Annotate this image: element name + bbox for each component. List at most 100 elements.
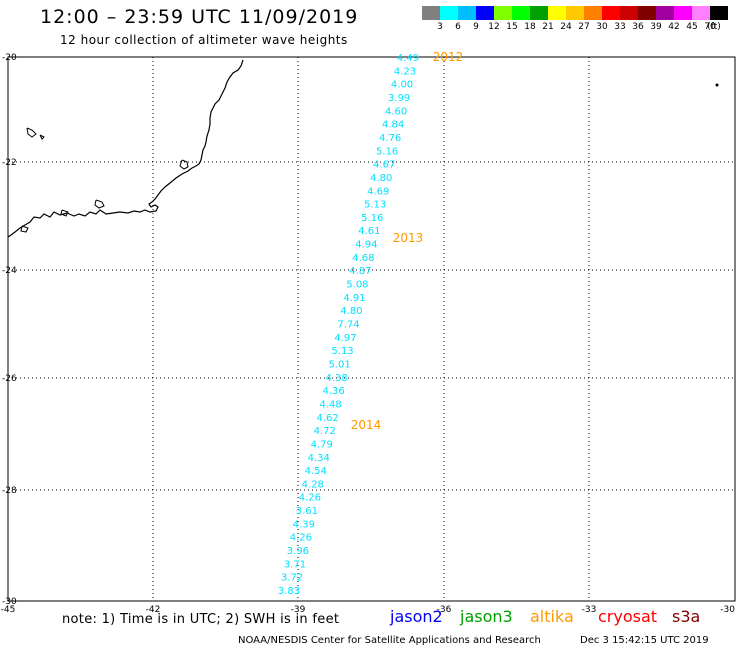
- legend-label: 33: [614, 22, 626, 32]
- satellite-label-jason2: jason2: [390, 607, 443, 626]
- island: [179, 159, 189, 170]
- legend-label: 45: [686, 22, 698, 32]
- legend-swatch: [512, 6, 530, 20]
- legend-swatch: [422, 6, 440, 20]
- legend-swatch: [530, 6, 548, 20]
- island: [26, 127, 37, 138]
- wave-height-value: 4.38: [325, 373, 347, 384]
- legend-label: 39: [650, 22, 662, 32]
- legend-label: 42: [668, 22, 680, 32]
- wave-height-value: 4.00: [391, 80, 413, 91]
- latitude-label: -28: [2, 486, 17, 496]
- longitude-label: -42: [146, 605, 161, 615]
- longitude-label: -30: [720, 605, 735, 615]
- wave-height-value: 4.84: [382, 120, 404, 131]
- wave-height-value: 5.13: [331, 346, 353, 357]
- wave-height-value: 4.34: [308, 453, 330, 464]
- wave-height-value: 3.99: [388, 93, 410, 104]
- wave-height-value: 7.74: [337, 320, 359, 331]
- wave-height-value: 3.83: [278, 586, 300, 597]
- wave-height-value: 4.94: [355, 240, 377, 251]
- generation-timestamp: Dec 3 15:42:15 UTC 2019: [580, 635, 709, 646]
- wave-height-value: 4.62: [317, 413, 339, 424]
- wave-height-value: 4.80: [370, 173, 392, 184]
- time-label: 2014: [351, 418, 382, 432]
- satellite-label-cryosat: cryosat: [598, 607, 658, 626]
- wave-height-value: 4.76: [379, 133, 401, 144]
- wave-height-value: 3.61: [296, 506, 318, 517]
- wave-height-value: 5.16: [361, 213, 383, 224]
- wave-height-value: 4.72: [314, 426, 336, 437]
- wave-height-value: 5.01: [328, 359, 350, 370]
- wave-height-value: 4.48: [320, 399, 342, 410]
- legend-label: 18: [524, 22, 536, 32]
- wave-height-value: 4.79: [311, 439, 333, 450]
- legend-label: 6: [455, 22, 461, 32]
- longitude-label: -33: [582, 605, 597, 615]
- legend-label: 27: [578, 22, 590, 32]
- island: [94, 199, 105, 209]
- legend-swatch: [494, 6, 512, 20]
- color-scale-labels: 3 6 9 12 15 18 21 24 27 30 33 36 39 42 45 70 (ft): [422, 22, 740, 34]
- wave-height-value: 4.26: [290, 533, 312, 544]
- legend-label: (ft): [707, 22, 721, 32]
- wave-height-value: 4.28: [302, 479, 324, 490]
- wave-height-value: 4.87: [349, 266, 371, 277]
- island: [20, 225, 29, 233]
- satellite-label-jason3: jason3: [460, 607, 513, 626]
- time-label: 2013: [393, 231, 424, 245]
- wave-height-value: 4.91: [343, 293, 365, 304]
- legend-swatch: [620, 6, 638, 20]
- wave-height-value: 4.69: [367, 186, 389, 197]
- footnote: note: 1) Time is in UTC; 2) SWH is in fe…: [62, 612, 340, 627]
- wave-height-value: 4.36: [322, 386, 344, 397]
- coastline: [7, 59, 244, 238]
- legend-label: 30: [596, 22, 608, 32]
- legend-swatch: [602, 6, 620, 20]
- map-frame: [7, 56, 736, 602]
- latitude-label: -24: [2, 266, 17, 276]
- wave-height-value: 4.97: [334, 333, 356, 344]
- legend-swatch: [548, 6, 566, 20]
- legend-label: 24: [560, 22, 572, 32]
- legend-swatch: [692, 6, 710, 20]
- wave-height-value: 4.54: [305, 466, 327, 477]
- legend-label: 9: [473, 22, 479, 32]
- longitude-label: -36: [437, 605, 452, 615]
- latitude-label: -26: [2, 374, 17, 384]
- wave-height-value: 3.72: [281, 573, 303, 584]
- legend-label: 3: [437, 22, 443, 32]
- legend-swatch: [476, 6, 494, 20]
- legend-label: 36: [632, 22, 644, 32]
- wave-height-value: 4.68: [352, 253, 374, 264]
- wave-height-value: 4.80: [340, 306, 362, 317]
- wave-height-value: 3.71: [284, 559, 306, 570]
- legend-swatch: [710, 6, 728, 20]
- time-label: 2012: [433, 50, 464, 64]
- wave-height-value: 5.13: [364, 200, 386, 211]
- wave-height-value: 4.49: [397, 53, 419, 64]
- legend-label: 12: [488, 22, 500, 32]
- wave-height-value: 4.61: [358, 226, 380, 237]
- legend-label: 21: [542, 22, 554, 32]
- wave-height-value: 3.96: [287, 546, 309, 557]
- wave-height-value: 4.26: [299, 493, 321, 504]
- latitude-label: -20: [2, 53, 17, 63]
- legend-swatch: [656, 6, 674, 20]
- longitude-label: -45: [1, 605, 16, 615]
- map-title: 12:00 – 23:59 UTC 11/09/2019: [40, 6, 359, 28]
- agency-credit: NOAA/NESDIS Center for Satellite Applica…: [238, 635, 541, 646]
- legend-swatch: [638, 6, 656, 20]
- island: [39, 134, 45, 140]
- legend-swatch: [674, 6, 692, 20]
- wave-height-value: 5.16: [376, 146, 398, 157]
- satellite-track-labels: 4.49 4.23 4.00 3.99 4.60 4.84 4.76 5.16 4.67 4.80…: [278, 50, 463, 597]
- legend-swatch: [458, 6, 476, 20]
- legend-swatch: [584, 6, 602, 20]
- map-subtitle: 12 hour collection of altimeter wave hei…: [60, 33, 348, 47]
- wave-height-value: 4.23: [394, 66, 416, 77]
- wave-height-value: 4.67: [373, 160, 395, 171]
- legend-swatch: [440, 6, 458, 20]
- legend-label: 15: [506, 22, 518, 32]
